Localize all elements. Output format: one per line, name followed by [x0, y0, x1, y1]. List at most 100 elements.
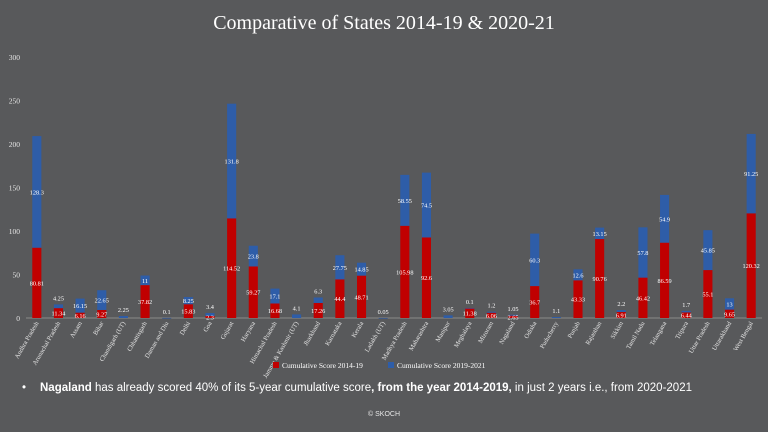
- bullet: •: [22, 382, 27, 394]
- data-label-2014-19: 105.98: [396, 269, 413, 276]
- data-label-2019-2021: 12.6: [572, 272, 583, 279]
- data-label-2014-19: 17.26: [311, 308, 325, 315]
- bar-2019-2021: [53, 304, 64, 309]
- data-label-2019-2021: 14.85: [354, 267, 368, 274]
- bar-2019-2021: [703, 230, 713, 271]
- x-tick-label: Tripura: [674, 320, 690, 340]
- legend-label: Cumulative Score 2019-2021: [397, 361, 486, 370]
- note-text-3: in just 2 years i.e., from 2020-2021: [511, 382, 692, 394]
- x-tick-label: Manipur: [435, 320, 453, 344]
- bar-2019-2021: [508, 314, 518, 316]
- bar-2019-2021: [356, 262, 367, 276]
- data-label-2019-2021: 2.25: [118, 307, 129, 314]
- bar-2014-19: [465, 308, 475, 318]
- bars: [32, 103, 756, 319]
- data-label-2014-19: 6.44: [681, 313, 693, 320]
- y-tick-label: 300: [9, 53, 21, 62]
- data-label-2014-19: 16.68: [268, 308, 282, 315]
- data-label-2019-2021: 131.8: [225, 159, 239, 166]
- x-tick-label: Tamil Nadu: [625, 320, 647, 351]
- data-label-2014-19: 55.1: [702, 292, 713, 299]
- data-label-2014-19: 36.7: [529, 300, 540, 307]
- x-tick-label: Assam: [69, 321, 84, 340]
- data-label-2019-2021: 3.4: [206, 304, 215, 311]
- data-label-2014-19: 11.34: [52, 311, 67, 318]
- data-label-2014-19: 15.83: [181, 309, 195, 316]
- bar-2014-19: [248, 266, 258, 318]
- bar-2014-19: [75, 312, 85, 318]
- data-label-2014-19: 90.76: [593, 276, 607, 283]
- x-tick-label: Maharashtra: [408, 320, 430, 352]
- data-label-2019-2021: 91.25: [744, 171, 758, 178]
- bar-2019-2021: [270, 288, 280, 304]
- x-tick-label: Uttarakhand: [711, 320, 733, 352]
- bar-2019-2021: [551, 317, 561, 318]
- bar-2019-2021: [97, 290, 107, 310]
- bar-2014-19: [356, 275, 367, 318]
- x-tick-label: Goa: [202, 320, 214, 333]
- x-tick-label: Sikkim: [610, 321, 625, 341]
- data-label-2019-2021: 54.9: [659, 216, 670, 223]
- bar-2019-2021: [746, 133, 756, 214]
- data-label-2014-19: 2.3: [206, 314, 214, 321]
- x-tick-label: Telangana: [649, 320, 668, 347]
- data-label-2014-19: 9.65: [724, 311, 735, 318]
- bar-2019-2021: [118, 316, 128, 318]
- data-label-2019-2021: 0.1: [466, 299, 474, 306]
- bar-2019-2021: [595, 227, 605, 240]
- bar-2014-19: [335, 279, 345, 318]
- data-label-2014-19: 6.16: [75, 313, 86, 320]
- bar-2014-19: [140, 285, 150, 318]
- data-label-2019-2021: 4.25: [53, 295, 64, 302]
- bar-2014-19: [486, 312, 496, 318]
- data-label-2019-2021: 11: [142, 278, 148, 285]
- bar-2014-19: [53, 308, 64, 318]
- bar-2019-2021: [660, 194, 670, 243]
- x-tick-label: West Bengal: [732, 320, 755, 352]
- chart-title: Comparative of States 2014-19 & 2020-21: [213, 12, 555, 34]
- data-label-2019-2021: 6.3: [314, 289, 322, 296]
- bar-2014-19: [400, 225, 410, 318]
- data-label-2014-19: 44.4: [334, 296, 346, 303]
- data-label-2014-19: 48.71: [354, 294, 368, 301]
- x-tick-label: Mizoram: [477, 321, 495, 345]
- legend-swatch: [388, 362, 394, 368]
- y-tick-label: 50: [13, 271, 21, 280]
- y-tick-label: 250: [9, 97, 21, 106]
- data-label-2014-19: 37.82: [138, 299, 152, 306]
- y-tick-label: 200: [9, 140, 21, 149]
- bar-2019-2021: [313, 297, 323, 303]
- x-tick-label: Chhattisgarh: [126, 320, 149, 353]
- bar-2014-19: [616, 311, 626, 318]
- x-tick-label: Gujarat: [220, 320, 236, 341]
- data-labels: 80.81 128.3 11.34 4.25 6.16 16.15 9.27 22.65 2.2…: [30, 159, 760, 322]
- bar-2014-19: [573, 280, 583, 318]
- data-label-2014-19: 9.27: [96, 311, 107, 318]
- x-tick-label: Rajasthan: [584, 320, 603, 346]
- data-label-2019-2021: 128.3: [30, 189, 44, 196]
- copyright: © SKOCH: [368, 411, 400, 418]
- data-label-2019-2021: 16.15: [73, 303, 87, 310]
- data-label-2014-19: 80.81: [30, 280, 44, 287]
- bar-2014-19: [638, 277, 648, 318]
- x-tick-label: Odisha: [523, 320, 538, 340]
- bar-2019-2021: [465, 308, 475, 309]
- x-tick-label: Nagaland: [498, 320, 517, 346]
- bar-2019-2021: [248, 245, 258, 267]
- legend: Cumulative Score 2014-19 Cumulative Score…: [273, 361, 486, 370]
- legend-label: Cumulative Score 2014-19: [282, 361, 363, 370]
- x-tick-label: Ladakh (UT): [364, 321, 387, 354]
- data-label-2014-19: 86.59: [658, 278, 672, 285]
- bar-2014-19: [508, 315, 518, 318]
- y-tick-label: 100: [9, 227, 21, 236]
- data-label-2014-19: 6.06: [486, 313, 497, 320]
- data-label-2019-2021: 13.15: [593, 231, 607, 238]
- bar-2019-2021: [75, 298, 85, 313]
- bar-2014-19: [530, 286, 540, 318]
- x-tick-label: Punjab: [567, 321, 582, 340]
- bar-2019-2021: [335, 255, 345, 280]
- bar-2019-2021: [205, 313, 215, 316]
- data-label-2019-2021: 57.8: [637, 250, 648, 257]
